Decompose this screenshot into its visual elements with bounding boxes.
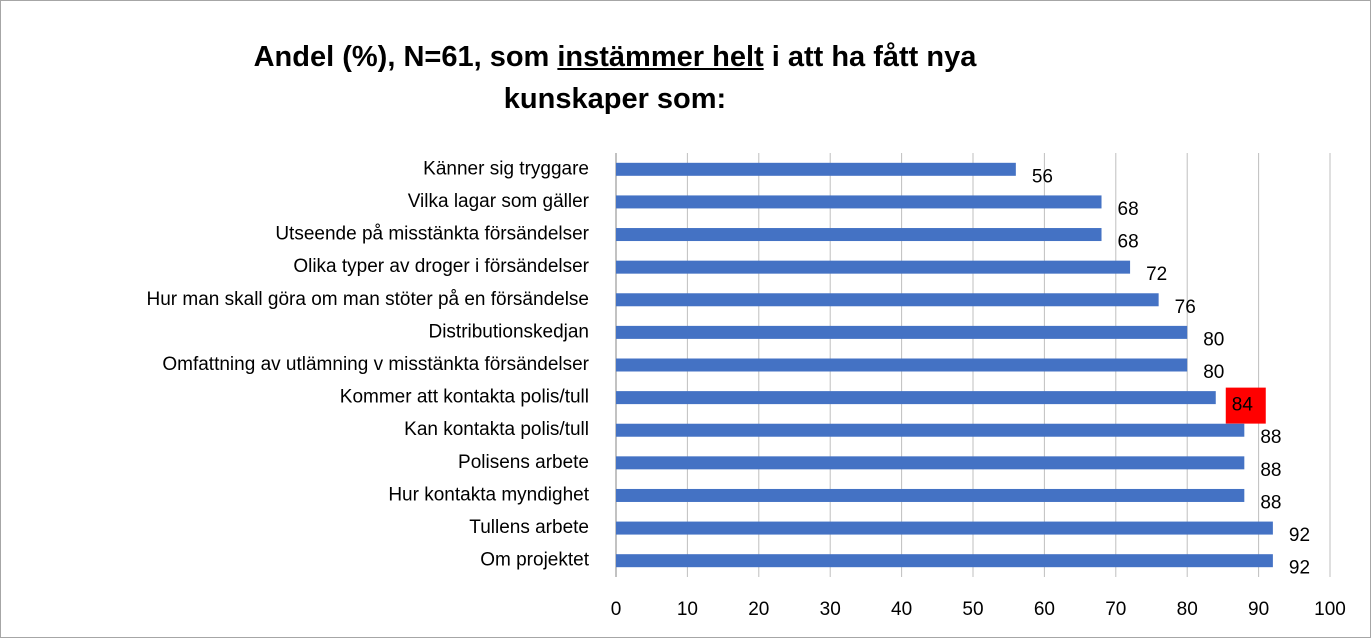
x-tick-label: 10	[677, 599, 698, 620]
bar	[616, 260, 1131, 274]
title-part: Andel (%), N=61, som	[253, 41, 558, 73]
x-tick-label: 0	[611, 599, 622, 620]
x-tick-label: 50	[962, 599, 983, 620]
value-label: 92	[1289, 525, 1310, 546]
y-tick-label: Känner sig tryggare	[423, 158, 589, 179]
value-label: 72	[1146, 264, 1167, 285]
bar	[616, 293, 1159, 307]
value-label: 56	[1032, 166, 1053, 187]
bar	[616, 554, 1273, 568]
value-label: 84	[1232, 395, 1254, 416]
x-tick-label: 100	[1314, 599, 1346, 620]
bar	[616, 521, 1273, 535]
y-tick-label: Omfattning av utlämning v misstänkta för…	[162, 354, 589, 375]
y-tick-label: Om projektet	[480, 550, 589, 571]
bar	[616, 423, 1245, 437]
bar	[616, 488, 1245, 502]
y-tick-label: Hur man skall göra om man stöter på en f…	[147, 289, 590, 310]
value-label: 80	[1203, 362, 1224, 383]
value-label: 80	[1203, 329, 1224, 350]
value-label: 88	[1260, 492, 1281, 513]
y-tick-label: Distributionskedjan	[428, 321, 589, 342]
title-underlined: instämmer helt	[557, 41, 764, 73]
x-tick-label: 70	[1105, 599, 1126, 620]
value-label: 92	[1289, 558, 1310, 579]
title-part: i att ha fått nya kunskaper som:	[503, 41, 977, 115]
x-tick-label: 30	[820, 599, 841, 620]
value-label: 88	[1260, 427, 1281, 448]
bar	[616, 391, 1216, 405]
value-label: 88	[1260, 460, 1281, 481]
y-tick-label: Hur kontakta myndighet	[388, 484, 589, 505]
value-label-highlight	[1225, 387, 1266, 424]
bar	[616, 195, 1102, 209]
x-tick-label: 20	[748, 599, 769, 620]
x-tick-label: 90	[1248, 599, 1269, 620]
y-tick-label: Tullens arbete	[469, 517, 589, 538]
bar	[616, 456, 1245, 470]
y-tick-label: Utseende på misstänkta försändelser	[275, 224, 589, 245]
y-tick-label: Kommer att kontakta polis/tull	[340, 387, 589, 408]
value-label: 76	[1175, 297, 1196, 318]
x-tick-label: 40	[891, 599, 912, 620]
y-tick-label: Kan kontakta polis/tull	[404, 419, 589, 440]
x-tick-label: 60	[1034, 599, 1055, 620]
chart-title: Andel (%), N=61, som instämmer helt i at…	[185, 36, 1045, 120]
bar	[616, 228, 1102, 242]
value-label: 68	[1118, 232, 1139, 253]
y-tick-label: Vilka lagar som gäller	[408, 191, 590, 212]
value-label: 68	[1118, 199, 1139, 220]
y-tick-label: Polisens arbete	[458, 452, 589, 473]
y-tick-label: Olika typer av droger i försändelser	[293, 256, 589, 277]
bar	[616, 325, 1188, 339]
bar	[616, 162, 1016, 176]
bar	[616, 358, 1188, 372]
x-tick-label: 80	[1177, 599, 1198, 620]
